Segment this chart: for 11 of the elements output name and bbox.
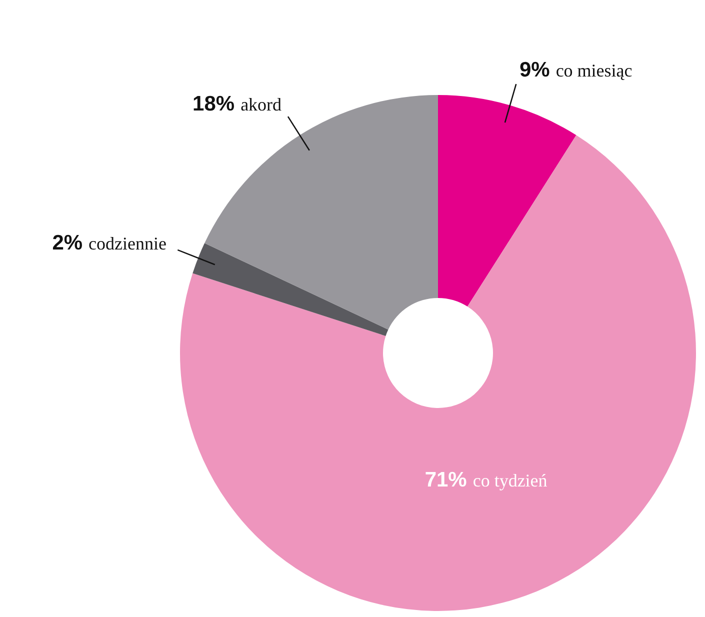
slice-label: co miesiąc: [556, 60, 632, 81]
slice-label: co tydzień: [472, 470, 548, 491]
donut-slice: [192, 243, 388, 336]
data-label: 71%: [424, 468, 468, 492]
donut-slice: [438, 95, 576, 307]
slice-label: codziennie: [88, 234, 167, 254]
donut-slice: [180, 135, 696, 611]
slice-label: akord: [240, 94, 282, 114]
data-label: 18%: [192, 92, 235, 116]
data-label: 2%: [52, 232, 83, 255]
data-label: 9%: [519, 58, 550, 82]
